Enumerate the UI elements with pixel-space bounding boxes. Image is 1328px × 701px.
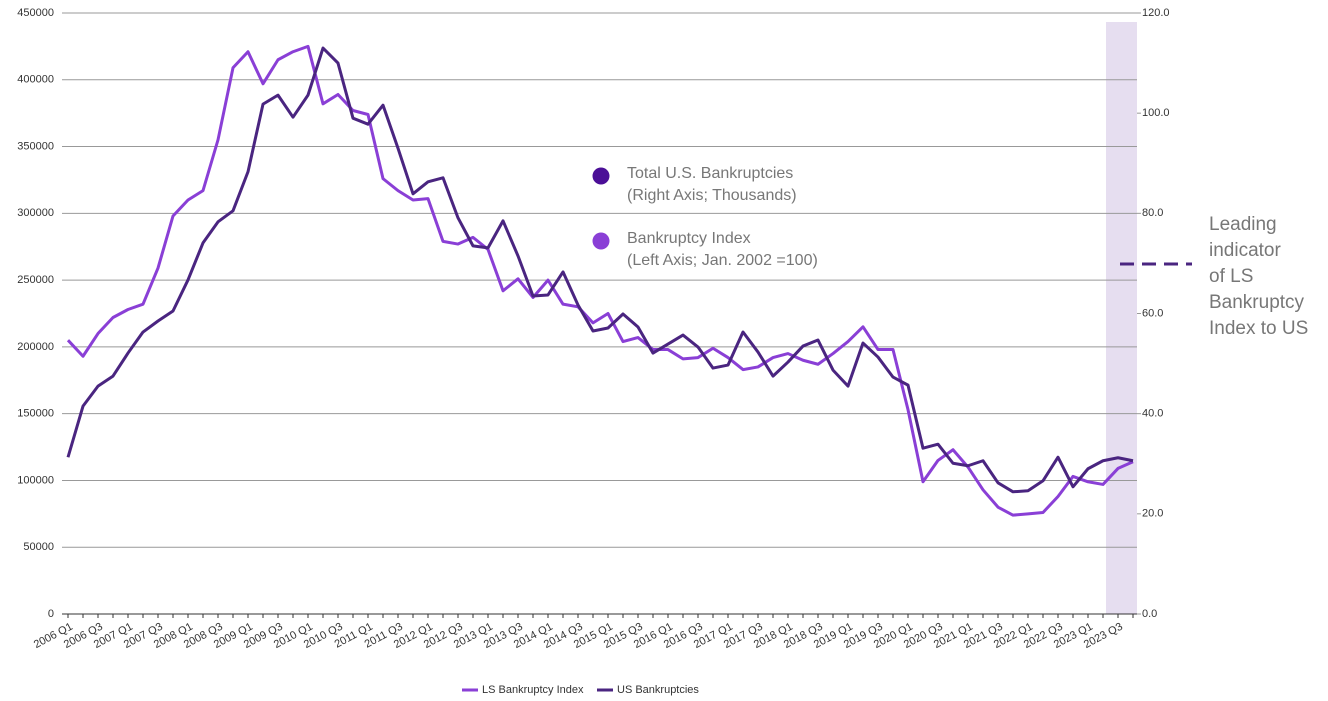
side-note: indicator — [1209, 240, 1281, 261]
annotation-subtitle: (Left Axis; Jan. 2002 =100) — [627, 252, 818, 269]
y2-tick-label: 40.0 — [1142, 408, 1163, 420]
annotation-dot — [592, 167, 610, 185]
y-tick-label: 350000 — [17, 140, 54, 152]
annotation-subtitle: (Right Axis; Thousands) — [627, 187, 797, 204]
y-tick-label: 450000 — [17, 7, 54, 19]
y-tick-label: 400000 — [17, 74, 54, 86]
y-tick-label: 200000 — [17, 341, 54, 353]
y2-tick-label: 100.0 — [1142, 107, 1170, 119]
y-tick-label: 150000 — [17, 408, 54, 420]
side-note: Leading — [1209, 214, 1277, 235]
y2-tick-label: 0.0 — [1142, 608, 1157, 620]
side-note: of LS — [1209, 266, 1253, 287]
side-note: Bankruptcy — [1209, 292, 1305, 313]
side-note: Index to US — [1209, 318, 1308, 339]
y-tick-label: 300000 — [17, 207, 54, 219]
y-tick-label: 0 — [48, 608, 54, 620]
highlight-band — [1106, 22, 1137, 614]
annotation-title: Bankruptcy Index — [627, 230, 751, 247]
y2-tick-label: 20.0 — [1142, 508, 1163, 520]
y2-tick-label: 120.0 — [1142, 7, 1170, 19]
legend-label: LS Bankruptcy Index — [482, 684, 584, 696]
y2-tick-label: 80.0 — [1142, 207, 1163, 219]
annotation-title: Total U.S. Bankruptcies — [627, 165, 793, 182]
series-line — [66, 44, 1134, 517]
y-tick-label: 100000 — [17, 474, 54, 486]
series-line — [66, 46, 1134, 494]
annotation-dot — [592, 232, 610, 250]
y-tick-label: 250000 — [17, 274, 54, 286]
y2-tick-label: 60.0 — [1142, 307, 1163, 319]
y-tick-label: 50000 — [23, 541, 54, 553]
legend-label: US Bankruptcies — [617, 684, 699, 696]
